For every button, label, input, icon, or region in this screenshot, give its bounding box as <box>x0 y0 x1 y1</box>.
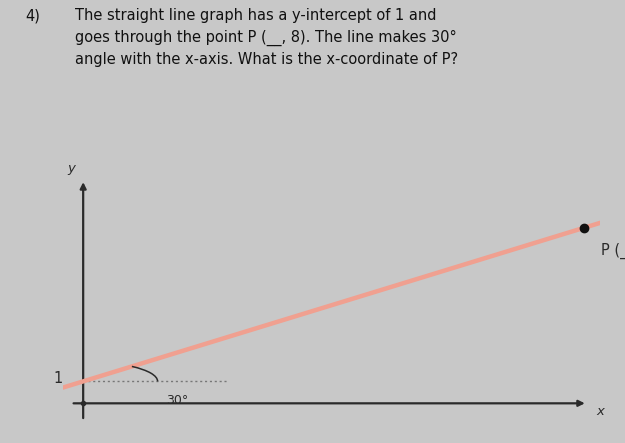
Text: The straight line graph has a y-intercept of 1 and
goes through the point P (__,: The straight line graph has a y-intercep… <box>75 8 458 66</box>
Text: 1: 1 <box>53 371 63 385</box>
Text: P (________,  8): P (________, 8) <box>601 243 625 259</box>
Text: x: x <box>596 404 604 417</box>
Text: y: y <box>67 162 75 175</box>
Text: 30°: 30° <box>166 393 188 407</box>
Text: 4): 4) <box>25 8 40 23</box>
